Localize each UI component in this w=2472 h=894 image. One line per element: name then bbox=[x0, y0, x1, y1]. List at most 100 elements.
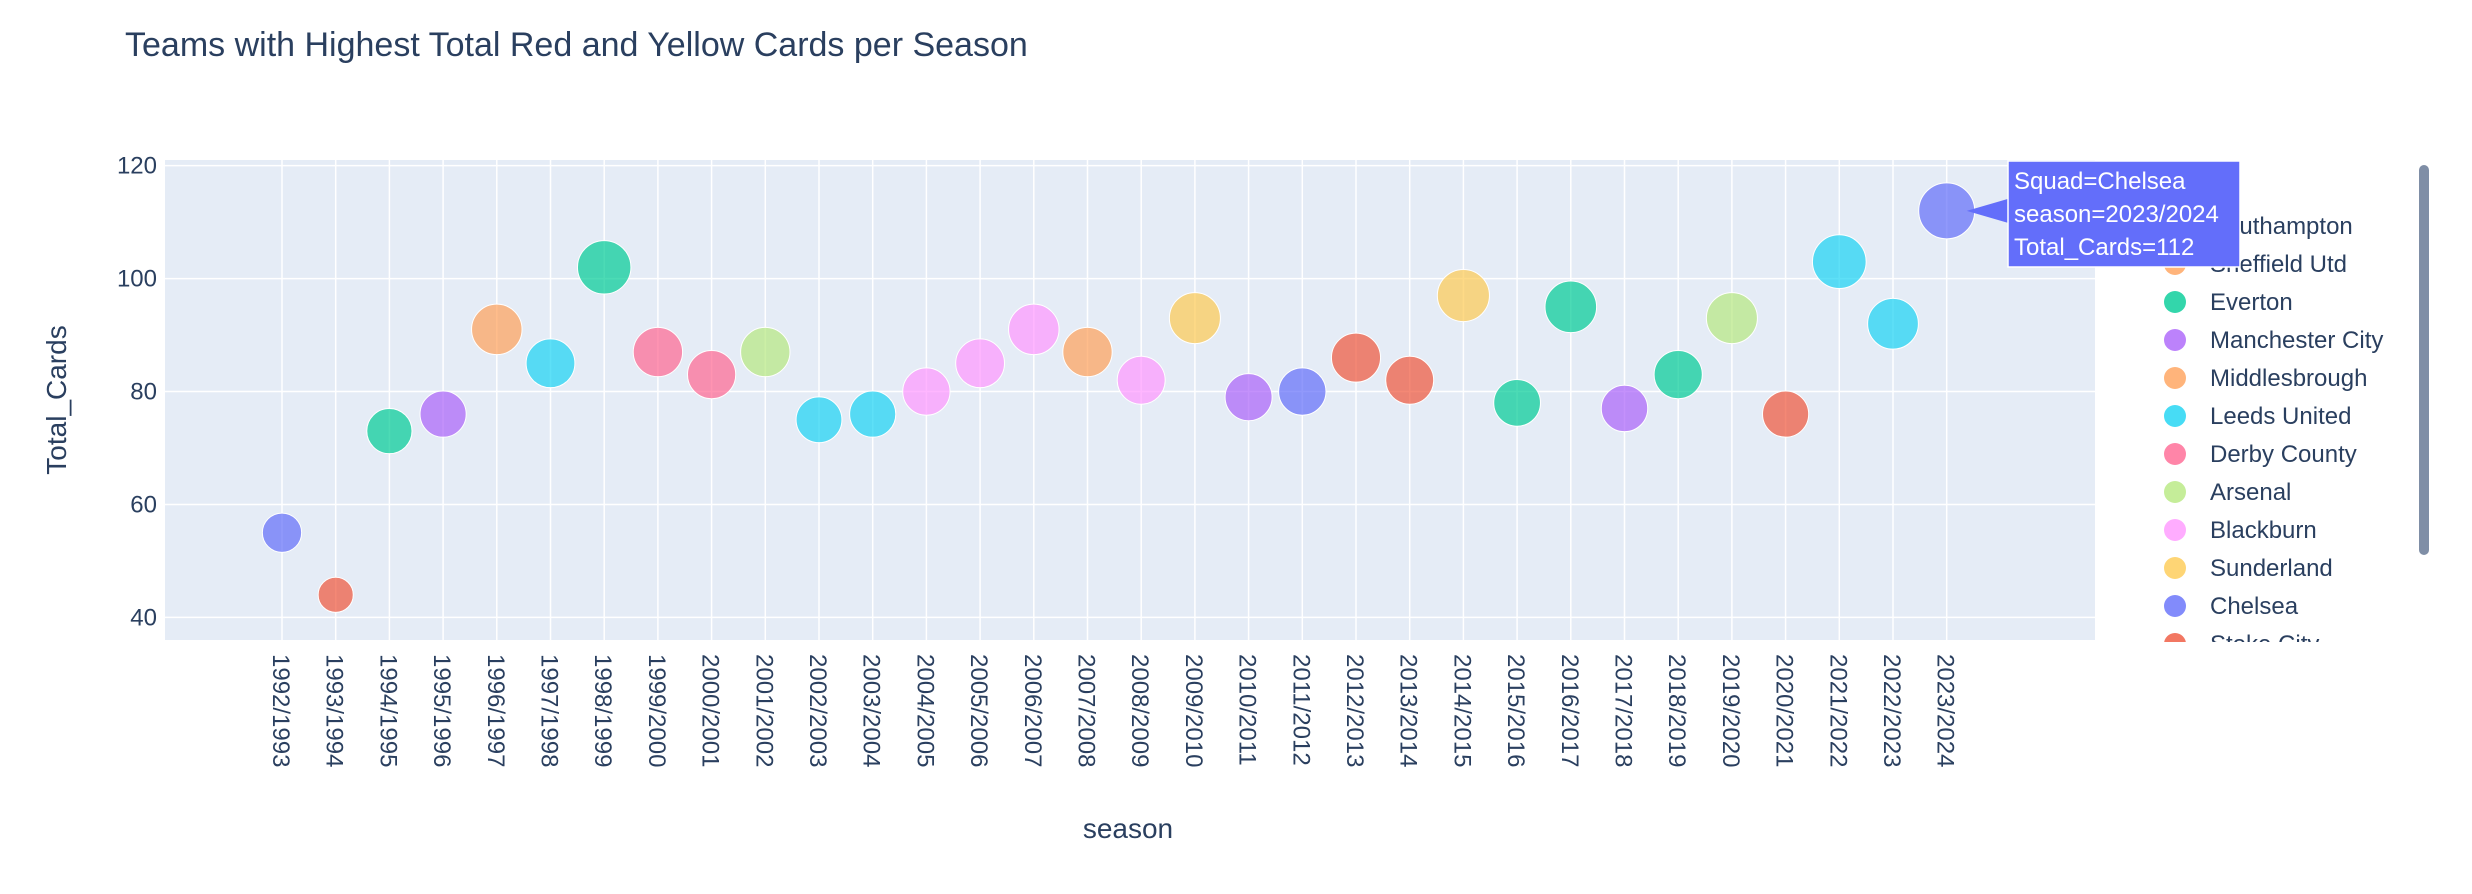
x-tick-label: 2000/2001 bbox=[697, 654, 724, 767]
x-tick-label: 2019/2020 bbox=[1717, 654, 1744, 767]
legend-marker bbox=[2164, 633, 2186, 642]
legend-label: Arsenal bbox=[2210, 479, 2291, 506]
legend-marker bbox=[2164, 595, 2186, 617]
y-tick-label: 80 bbox=[130, 379, 157, 406]
data-point[interactable] bbox=[1062, 326, 1113, 378]
chart-title: Teams with Highest Total Red and Yellow … bbox=[125, 26, 1028, 64]
y-tick-label: 120 bbox=[117, 153, 157, 180]
data-point[interactable] bbox=[902, 367, 951, 416]
data-points bbox=[261, 182, 1976, 613]
legend-label: Derby County bbox=[2210, 441, 2357, 468]
legend-marker bbox=[2164, 519, 2186, 541]
legend-item[interactable]: Middlesbrough bbox=[2164, 365, 2367, 392]
data-point[interactable] bbox=[1278, 367, 1327, 416]
data-point[interactable] bbox=[576, 240, 632, 295]
legend-item[interactable]: Blackburn bbox=[2164, 517, 2317, 544]
data-point[interactable] bbox=[1544, 280, 1598, 334]
x-tick-label: 2005/2006 bbox=[965, 654, 992, 767]
x-tick-label: 2021/2022 bbox=[1824, 654, 1851, 767]
data-point[interactable] bbox=[366, 407, 413, 455]
data-point[interactable] bbox=[1867, 297, 1919, 350]
legend-label: Everton bbox=[2210, 289, 2293, 316]
legend-label: Middlesbrough bbox=[2210, 365, 2367, 392]
data-point[interactable] bbox=[1600, 384, 1649, 433]
tooltip-pointer bbox=[1966, 198, 2008, 223]
x-tick-label: 2009/2010 bbox=[1180, 654, 1207, 767]
x-tick-label: 1994/1995 bbox=[374, 654, 401, 767]
x-axis-title: season bbox=[1083, 813, 1173, 844]
data-point[interactable] bbox=[795, 396, 843, 444]
x-tick-label: 2011/2012 bbox=[1287, 654, 1314, 766]
data-point[interactable] bbox=[1224, 373, 1273, 422]
data-point[interactable] bbox=[1918, 182, 1976, 240]
x-tick-label: 1993/1994 bbox=[321, 654, 348, 767]
data-point[interactable] bbox=[471, 303, 523, 356]
x-tick-label: 2022/2023 bbox=[1878, 654, 1905, 767]
x-tick-label: 1997/1998 bbox=[536, 654, 563, 767]
x-tick-label: 2008/2009 bbox=[1126, 654, 1153, 767]
legend-item[interactable]: Everton bbox=[2164, 289, 2293, 316]
data-point[interactable] bbox=[1493, 378, 1541, 427]
x-tick-label: 2020/2021 bbox=[1771, 654, 1798, 767]
x-tick-label: 2007/2008 bbox=[1073, 654, 1100, 767]
legend-item[interactable]: Stoke City bbox=[2164, 631, 2319, 658]
data-point[interactable] bbox=[1385, 355, 1435, 405]
data-point[interactable] bbox=[1436, 268, 1490, 323]
data-point[interactable] bbox=[1008, 303, 1060, 356]
x-tick-label: 2003/2004 bbox=[858, 654, 885, 767]
x-tick-label: 2016/2017 bbox=[1556, 654, 1583, 767]
data-point[interactable] bbox=[1762, 390, 1810, 438]
legend-item[interactable]: Arsenal bbox=[2164, 479, 2291, 506]
data-point[interactable] bbox=[686, 349, 737, 400]
x-tick-label: 2015/2016 bbox=[1502, 654, 1529, 767]
legend-scrollbar[interactable] bbox=[2419, 165, 2429, 555]
legend-marker bbox=[2164, 367, 2186, 389]
x-tick-label: 2004/2005 bbox=[911, 654, 938, 767]
data-point[interactable] bbox=[740, 326, 791, 378]
y-tick-label: 100 bbox=[117, 266, 157, 293]
data-point[interactable] bbox=[632, 326, 684, 378]
legend-label: Blackburn bbox=[2210, 517, 2317, 544]
y-tick-label: 60 bbox=[130, 491, 157, 518]
x-tick-label: 2012/2013 bbox=[1341, 654, 1368, 767]
legend-marker bbox=[2164, 481, 2186, 503]
data-point[interactable] bbox=[1653, 349, 1703, 400]
x-tick-label: 2018/2019 bbox=[1663, 654, 1690, 767]
data-point[interactable] bbox=[317, 576, 354, 613]
legend-marker bbox=[2164, 291, 2186, 313]
data-point[interactable] bbox=[1811, 234, 1867, 289]
legend-item[interactable]: Derby County bbox=[2164, 441, 2357, 468]
x-tick-label: 1996/1997 bbox=[482, 654, 509, 767]
data-point[interactable] bbox=[955, 338, 1005, 389]
x-tick-labels: 1992/1993 1993/1994 1994/1995 1995/1996 1996… bbox=[267, 654, 1959, 767]
x-tick-label: 2002/2003 bbox=[804, 654, 831, 767]
legend-label: Leeds United bbox=[2210, 403, 2351, 430]
data-point[interactable] bbox=[525, 338, 576, 389]
legend-item[interactable]: Leeds United bbox=[2164, 403, 2351, 430]
x-tick-label: 2023/2024 bbox=[1932, 654, 1959, 767]
y-tick-labels: 40 60 80 100 120 bbox=[117, 153, 157, 632]
data-point[interactable] bbox=[419, 390, 467, 438]
legend-marker bbox=[2164, 329, 2186, 351]
legend-marker bbox=[2164, 557, 2186, 579]
y-tick-label: 40 bbox=[130, 604, 157, 631]
data-point[interactable] bbox=[1168, 292, 1221, 345]
data-point[interactable] bbox=[849, 390, 897, 438]
legend-label: Manchester City bbox=[2210, 327, 2383, 354]
x-tick-label: 2013/2014 bbox=[1395, 654, 1422, 767]
legend-item[interactable]: Chelsea bbox=[2164, 593, 2299, 620]
data-point[interactable] bbox=[1116, 355, 1166, 405]
data-point[interactable] bbox=[1705, 292, 1758, 345]
x-tick-label: 2001/2002 bbox=[750, 654, 777, 767]
data-point[interactable] bbox=[1330, 332, 1382, 383]
tooltip-box bbox=[2007, 160, 2241, 268]
hover-tooltip: Squad=Chelsea season=2023/2024 Total_Cards… bbox=[1966, 160, 2241, 268]
legend-marker bbox=[2164, 443, 2186, 465]
data-point[interactable] bbox=[261, 512, 303, 553]
x-tick-label: 1998/1999 bbox=[589, 654, 616, 767]
legend-label: Chelsea bbox=[2210, 593, 2299, 620]
legend-item[interactable]: Manchester City bbox=[2164, 327, 2383, 354]
legend-item[interactable]: Sunderland bbox=[2164, 555, 2333, 582]
